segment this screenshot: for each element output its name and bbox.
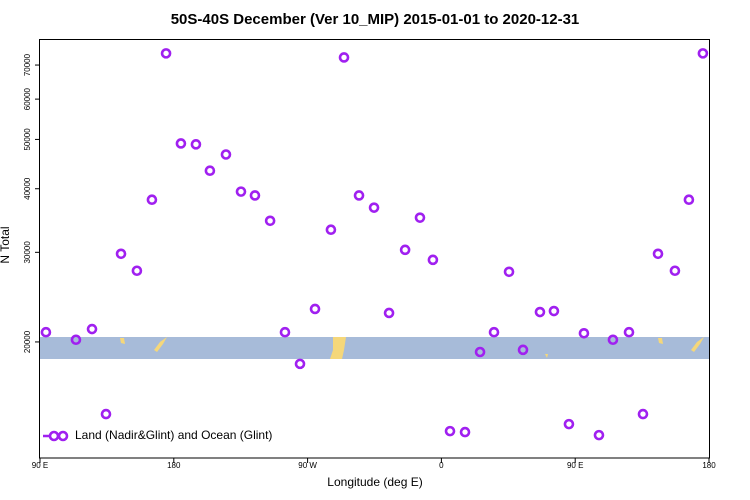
- point: [160, 48, 172, 59]
- point: [593, 429, 605, 441]
- x-tick-label: 180: [167, 461, 181, 470]
- point: [517, 344, 529, 356]
- point: [264, 215, 276, 227]
- point: [399, 244, 411, 256]
- point: [338, 52, 350, 63]
- map-band: [40, 337, 709, 359]
- x-tick-label: 90 E: [567, 461, 583, 470]
- point: [279, 326, 291, 338]
- point: [427, 254, 439, 266]
- legend-marker: [57, 430, 69, 442]
- x-tick-label: 90 E: [32, 461, 48, 470]
- point: [697, 48, 709, 59]
- point: [86, 323, 98, 335]
- point: [220, 149, 232, 160]
- point: [414, 212, 426, 223]
- x-tick-label: 90 W: [298, 461, 317, 470]
- point: [175, 138, 187, 149]
- point: [100, 408, 112, 420]
- y-axis-label: N Total: [0, 226, 12, 263]
- point: [637, 408, 649, 420]
- y-tick-label: 40000: [23, 177, 32, 200]
- point: [652, 248, 664, 260]
- y-tick-label: 20000: [23, 330, 32, 353]
- legend-marker: [48, 430, 60, 442]
- land-shapes: [120, 337, 704, 359]
- point: [683, 194, 695, 206]
- point: [368, 202, 380, 213]
- point: [70, 334, 82, 346]
- plot-frame: [39, 39, 710, 459]
- point: [383, 307, 395, 319]
- point: [325, 224, 337, 236]
- y-tick-label: 30000: [23, 241, 32, 264]
- point: [548, 305, 560, 317]
- point: [249, 190, 261, 201]
- point: [204, 165, 216, 177]
- point: [115, 248, 127, 260]
- point: [488, 326, 500, 338]
- point: [459, 426, 471, 438]
- point: [623, 326, 635, 338]
- y-tick-label: 50000: [23, 128, 32, 151]
- point: [444, 425, 456, 437]
- point: [503, 266, 515, 278]
- chart-title: 50S-40S December (Ver 10_MIP) 2015-01-01…: [171, 11, 580, 28]
- point: [669, 265, 681, 277]
- point: [40, 326, 52, 338]
- point: [607, 334, 619, 346]
- point: [353, 190, 365, 201]
- legend-label: Land (Nadir&Glint) and Ocean (Glint): [75, 428, 272, 442]
- x-axis-label: Longitude (deg E): [327, 475, 422, 489]
- x-tick-label: 180: [702, 461, 716, 470]
- point: [474, 346, 486, 358]
- point: [563, 418, 575, 430]
- point: [190, 139, 202, 150]
- point: [578, 327, 590, 339]
- point: [534, 306, 546, 318]
- point: [294, 358, 306, 370]
- point: [309, 303, 321, 315]
- x-tick-label: 0: [439, 461, 444, 470]
- point: [235, 186, 247, 197]
- point: [131, 265, 143, 277]
- y-tick-label: 60000: [23, 87, 32, 110]
- y-tick-label: 70000: [23, 53, 32, 76]
- point: [146, 194, 158, 206]
